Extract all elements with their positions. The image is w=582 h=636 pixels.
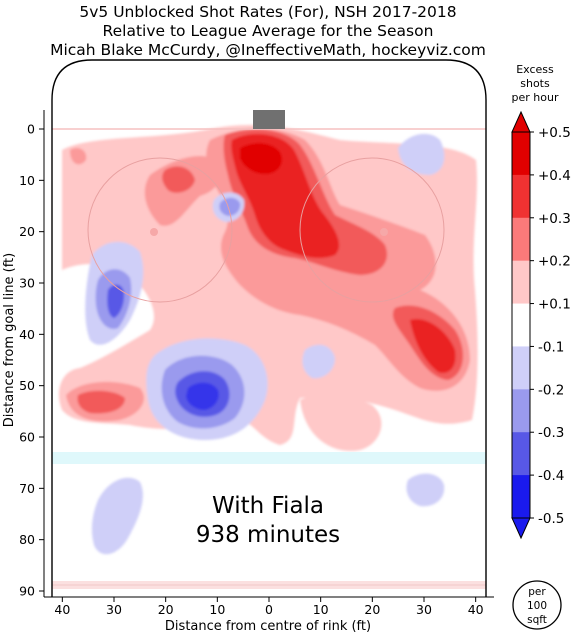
colorbar-bottom-arrow: [511, 517, 531, 540]
y-tick-label: 30: [19, 276, 35, 291]
colorbar-label: +0.5: [538, 125, 571, 141]
contour-blobs: [58, 124, 478, 555]
colorbar-band: [512, 389, 530, 433]
annotation-line-2: 938 minutes: [196, 522, 340, 548]
blue-line: [52, 452, 486, 464]
goal-net: [253, 110, 285, 129]
faceoff-circle-right: [299, 157, 445, 303]
x-tick-label: 10: [209, 602, 225, 617]
contour-level-neg0.1-rightside: [302, 344, 335, 379]
colorbar-label: -0.3: [538, 425, 564, 441]
contour-level-0.5: [240, 143, 282, 175]
colorbar-frame: [511, 131, 531, 519]
x-tick-label: 30: [106, 602, 122, 617]
y-axis-label: Distance from goal line (ft): [2, 253, 17, 427]
heatmap-layer: [52, 124, 486, 589]
y-tick-label: 90: [19, 584, 35, 599]
contour-level-0.3-d: [77, 390, 125, 414]
x-tick-label: 10: [313, 602, 329, 617]
colorbar-band: [512, 432, 530, 476]
contour-level-0.4-right: [410, 319, 456, 374]
contour-level-neg0.1-topright: [398, 133, 445, 175]
colorbar-title-line-1: Excess: [516, 63, 554, 76]
colorbar-label: -0.1: [538, 339, 564, 355]
unit-badge-line-3: sqft: [527, 614, 547, 626]
colorbar: +0.5 +0.4 +0.3 +0.2 +0.1 -0.1 -0.2 -0.3 -0.4 -0.5: [511, 110, 571, 540]
contour-level-0.3-c: [162, 166, 195, 193]
y-axis-ticks: 0 10 20 30 40 50 60 70 80 90: [19, 122, 44, 599]
contour-level-0.1-lower-right: [300, 394, 382, 451]
colorbar-band: [512, 475, 530, 519]
colorbar-band: [512, 174, 530, 219]
colorbar-band: [512, 260, 530, 305]
colorbar-label: -0.5: [538, 511, 564, 527]
y-tick-label: 60: [19, 430, 35, 445]
unit-badge: [512, 580, 562, 630]
x-tick-label: 40: [468, 602, 484, 617]
y-tick-label: 40: [19, 327, 35, 342]
colorbar-title-line-2: shots: [520, 77, 550, 90]
colorbar-top-arrow: [511, 110, 531, 133]
unit-badge-line-1: per: [528, 586, 546, 598]
contour-level-0.2-small: [70, 148, 87, 165]
annotation-line-1: With Fiala: [212, 493, 324, 519]
colorbar-band: [512, 303, 530, 347]
y-tick-label: 50: [19, 378, 35, 393]
colorbar-label: +0.3: [538, 211, 571, 227]
x-tick-label: 20: [364, 602, 380, 617]
faceoff-dot-left: [150, 228, 158, 236]
colorbar-band: [512, 346, 530, 390]
x-tick-label: 0: [265, 602, 273, 617]
colorbar-title-line-3: per hour: [512, 91, 559, 104]
contour-level-neg0.4-center: [186, 382, 219, 410]
title-line-2: Relative to League Average for the Seaso…: [103, 22, 434, 40]
rink-boards: [51, 59, 487, 597]
title-line-3: Micah Blake McCurdy, @IneffectiveMath, h…: [50, 41, 486, 59]
x-tick-label: 20: [158, 602, 174, 617]
contour-level-neg0.1-bottomright: [406, 473, 445, 507]
colorbar-label: -0.4: [538, 468, 564, 484]
faceoff-dot-right: [380, 228, 388, 236]
contour-level-neg0.3-left: [107, 284, 125, 318]
contour-level-neg0.1-bottomleft: [91, 477, 143, 555]
contour-level-neg0.2-faceoff: [219, 197, 241, 216]
colorbar-band: [512, 217, 530, 262]
x-axis-ticks: 40 30 20 10 0 10 20 30 40: [54, 597, 484, 617]
y-tick-label: 20: [19, 224, 35, 239]
x-tick-label: 40: [54, 602, 70, 617]
y-tick-label: 0: [27, 122, 35, 137]
title-line-1: 5v5 Unblocked Shot Rates (For), NSH 2017…: [79, 3, 456, 21]
y-tick-label: 80: [19, 532, 35, 547]
colorbar-label: +0.2: [538, 254, 571, 270]
colorbar-label: +0.4: [538, 168, 571, 184]
y-tick-label: 10: [19, 173, 35, 188]
unit-badge-line-2: 100: [527, 600, 547, 612]
faceoff-circle-left: [87, 157, 233, 303]
x-tick-label: 30: [416, 602, 432, 617]
y-tick-label: 70: [19, 481, 35, 496]
colorbar-band: [512, 132, 530, 176]
x-axis-label: Distance from centre of rink (ft): [165, 619, 371, 634]
colorbar-label: +0.1: [538, 297, 571, 313]
colorbar-label: -0.2: [538, 382, 564, 398]
